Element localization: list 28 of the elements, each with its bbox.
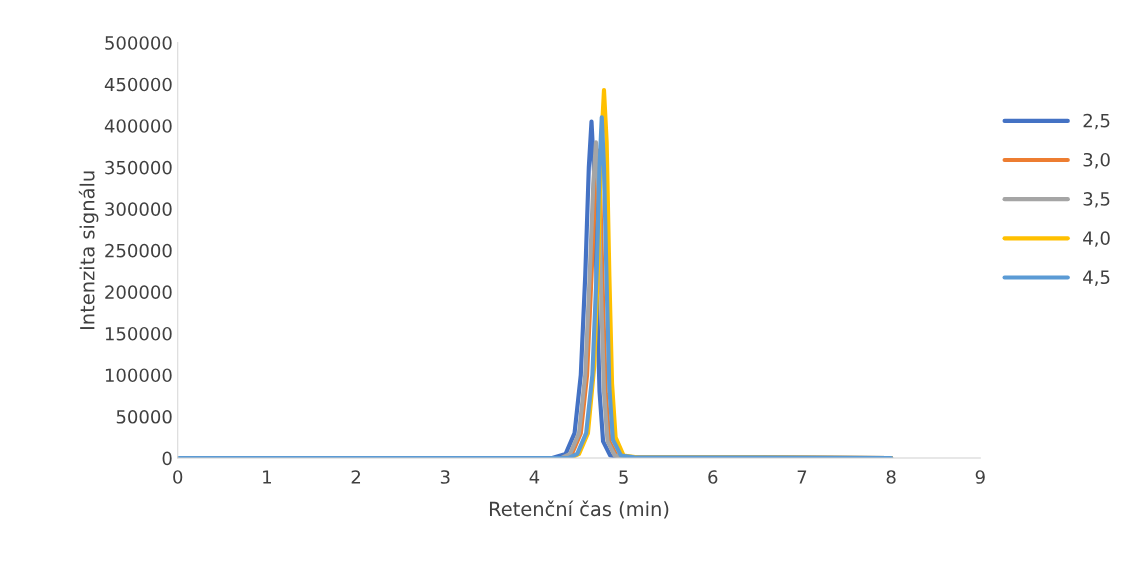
y-tick-label: 200000 bbox=[105, 285, 172, 300]
y-axis-title: Intenzita signálu bbox=[78, 171, 99, 330]
x-tick-label: 7 bbox=[797, 470, 807, 484]
y-tick-label: 0 bbox=[162, 451, 172, 466]
x-axis-title: Retenční čas (min) bbox=[490, 500, 669, 519]
x-tick-label: 3 bbox=[440, 470, 450, 484]
y-tick-label: 300000 bbox=[105, 202, 172, 216]
y-tick-label: 450000 bbox=[104, 77, 172, 92]
x-tick-label: 5 bbox=[619, 470, 628, 484]
x-tick-label: 8 bbox=[886, 470, 896, 484]
y-tick-label: 350000 bbox=[105, 160, 172, 175]
x-tick-label: 9 bbox=[975, 470, 985, 484]
y-tick-label: 150000 bbox=[105, 326, 172, 341]
x-tick-label: 2 bbox=[351, 470, 361, 484]
legend-label: 4,5 bbox=[1083, 270, 1110, 286]
y-tick-label: 500000 bbox=[105, 36, 172, 50]
y-tick-label: 50000 bbox=[116, 409, 172, 424]
y-tick-label: 100000 bbox=[105, 368, 172, 383]
y-tick-label: 250000 bbox=[105, 243, 172, 258]
x-tick-label: 4 bbox=[529, 470, 540, 484]
legend-label: 4,0 bbox=[1083, 231, 1110, 247]
x-tick-label: 0 bbox=[173, 470, 183, 484]
y-tick-label: 400000 bbox=[104, 119, 172, 133]
legend-label: 3,0 bbox=[1083, 152, 1110, 169]
legend-label: 2,5 bbox=[1083, 113, 1110, 130]
x-tick-label: 1 bbox=[263, 470, 271, 484]
x-tick-label: 6 bbox=[708, 470, 718, 484]
legend-label: 3,5 bbox=[1083, 192, 1110, 208]
